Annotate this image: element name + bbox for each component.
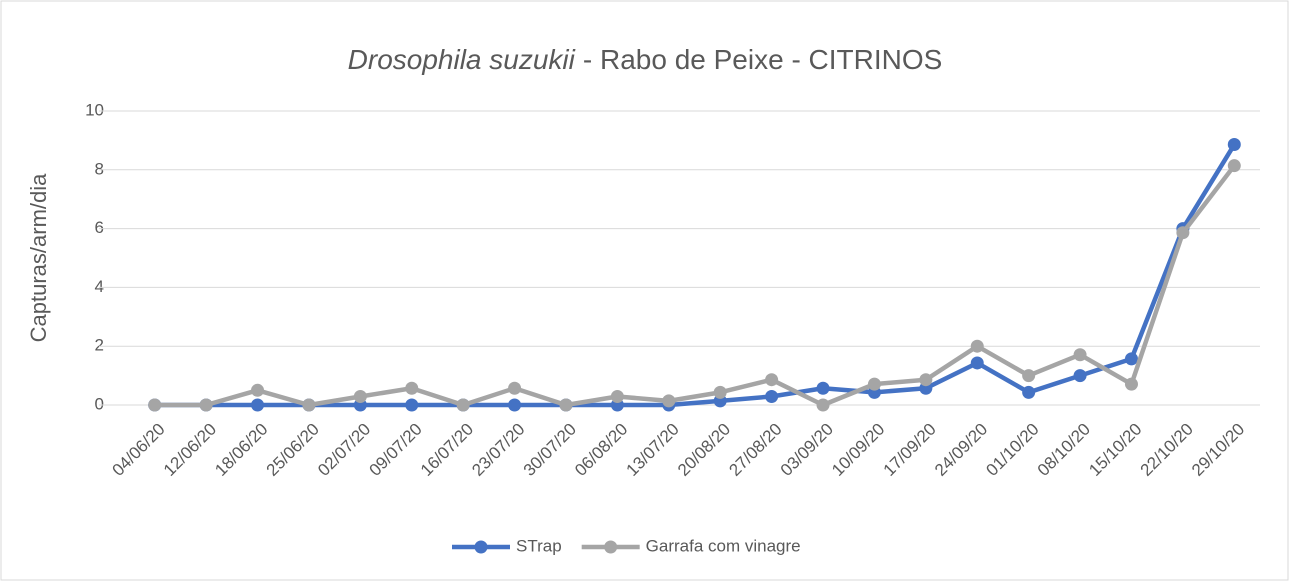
title-italic: Drosophila suzukii <box>348 44 576 75</box>
series-marker <box>919 373 933 387</box>
series-marker <box>199 398 213 412</box>
series-marker <box>662 394 676 408</box>
y-axis-label: Capturas/arm/dia <box>26 173 51 343</box>
y-tick-label: 0 <box>95 394 104 413</box>
y-tick-label: 2 <box>95 336 104 355</box>
series-marker <box>251 398 265 412</box>
series-marker <box>508 381 522 395</box>
series-marker <box>970 356 984 370</box>
y-tick-label: 10 <box>85 100 104 119</box>
y-tick-label: 4 <box>95 277 104 296</box>
legend-label: STrap <box>516 536 562 555</box>
series-marker <box>353 389 367 403</box>
series-marker <box>405 381 419 395</box>
series-marker <box>1073 369 1087 383</box>
series-marker <box>1227 138 1241 152</box>
series-marker <box>559 398 573 412</box>
series-marker <box>456 398 470 412</box>
legend-marker <box>604 540 618 554</box>
series-marker <box>1073 348 1087 362</box>
legend-label: Garrafa com vinagre <box>646 536 801 555</box>
chart-title: Drosophila suzukii - Rabo de Peixe - CITR… <box>348 44 943 75</box>
series-marker <box>970 339 984 353</box>
series-line <box>154 143 1237 408</box>
legend-marker <box>474 540 488 554</box>
series-marker <box>508 398 522 412</box>
series-marker <box>867 377 881 391</box>
series-marker <box>148 398 162 412</box>
series-marker <box>251 383 265 397</box>
series-line <box>154 164 1237 408</box>
series-marker <box>405 398 419 412</box>
series-marker <box>1227 159 1241 173</box>
series-marker <box>1022 385 1036 399</box>
series-marker <box>1176 226 1190 240</box>
series-marker <box>1124 377 1138 391</box>
series-marker <box>816 398 830 412</box>
series-marker <box>1124 352 1138 366</box>
y-tick-label: 6 <box>95 218 104 237</box>
series-marker <box>302 398 316 412</box>
series-marker <box>1022 369 1036 383</box>
series-marker <box>816 381 830 395</box>
y-tick-label: 8 <box>95 159 104 178</box>
series-marker <box>765 373 779 387</box>
series-marker <box>610 389 624 403</box>
series-marker <box>765 389 779 403</box>
series-marker <box>713 385 727 399</box>
title-rest: - Rabo de Peixe - CITRINOS <box>583 44 942 75</box>
